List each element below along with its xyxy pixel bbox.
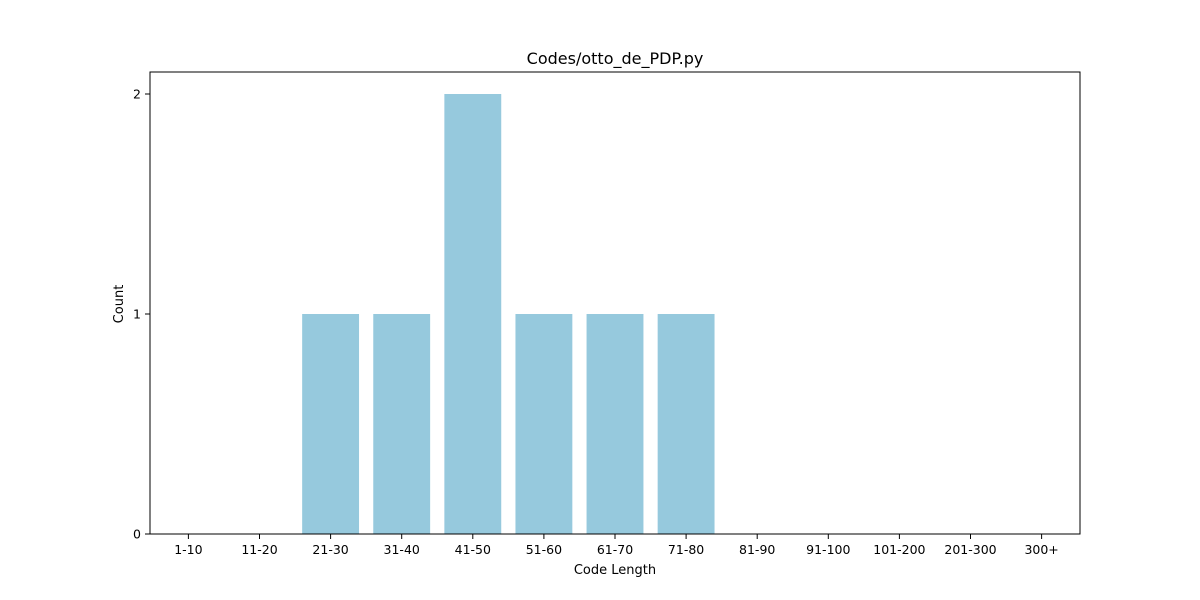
y-tick-label: 2 xyxy=(133,87,141,102)
bar-41-50 xyxy=(444,94,502,534)
bar-21-30 xyxy=(302,314,360,534)
x-tick-label: 51-60 xyxy=(526,542,562,557)
y-axis: 0 1 2 xyxy=(133,87,150,542)
x-tick-label: 91-100 xyxy=(806,542,850,557)
x-tick-label: 11-20 xyxy=(241,542,277,557)
y-axis-label: Count xyxy=(112,285,127,324)
y-tick-label: 0 xyxy=(133,527,141,542)
x-tick-label: 61-70 xyxy=(597,542,633,557)
x-tick-label: 21-30 xyxy=(312,542,348,557)
x-tick-label: 41-50 xyxy=(455,542,491,557)
x-tick-label: 101-200 xyxy=(873,542,925,557)
x-tick-label: 1-10 xyxy=(174,542,202,557)
bar-31-40 xyxy=(373,314,431,534)
bar-61-70 xyxy=(586,314,644,534)
x-tick-label: 300+ xyxy=(1024,542,1058,557)
x-tick-label: 201-300 xyxy=(944,542,996,557)
bar-51-60 xyxy=(515,314,573,534)
x-axis-label: Code Length xyxy=(574,563,656,578)
bar-71-80 xyxy=(657,314,715,534)
x-tick-label: 71-80 xyxy=(668,542,704,557)
y-tick-label: 1 xyxy=(133,307,141,322)
x-axis: 1-10 11-20 21-30 31-40 41-50 51-60 61-70 71-80 8… xyxy=(174,534,1059,557)
chart-title: Codes/otto_de_PDP.py xyxy=(527,49,704,69)
bars-group xyxy=(302,94,715,534)
x-tick-label: 31-40 xyxy=(384,542,420,557)
x-tick-label: 81-90 xyxy=(739,542,775,557)
